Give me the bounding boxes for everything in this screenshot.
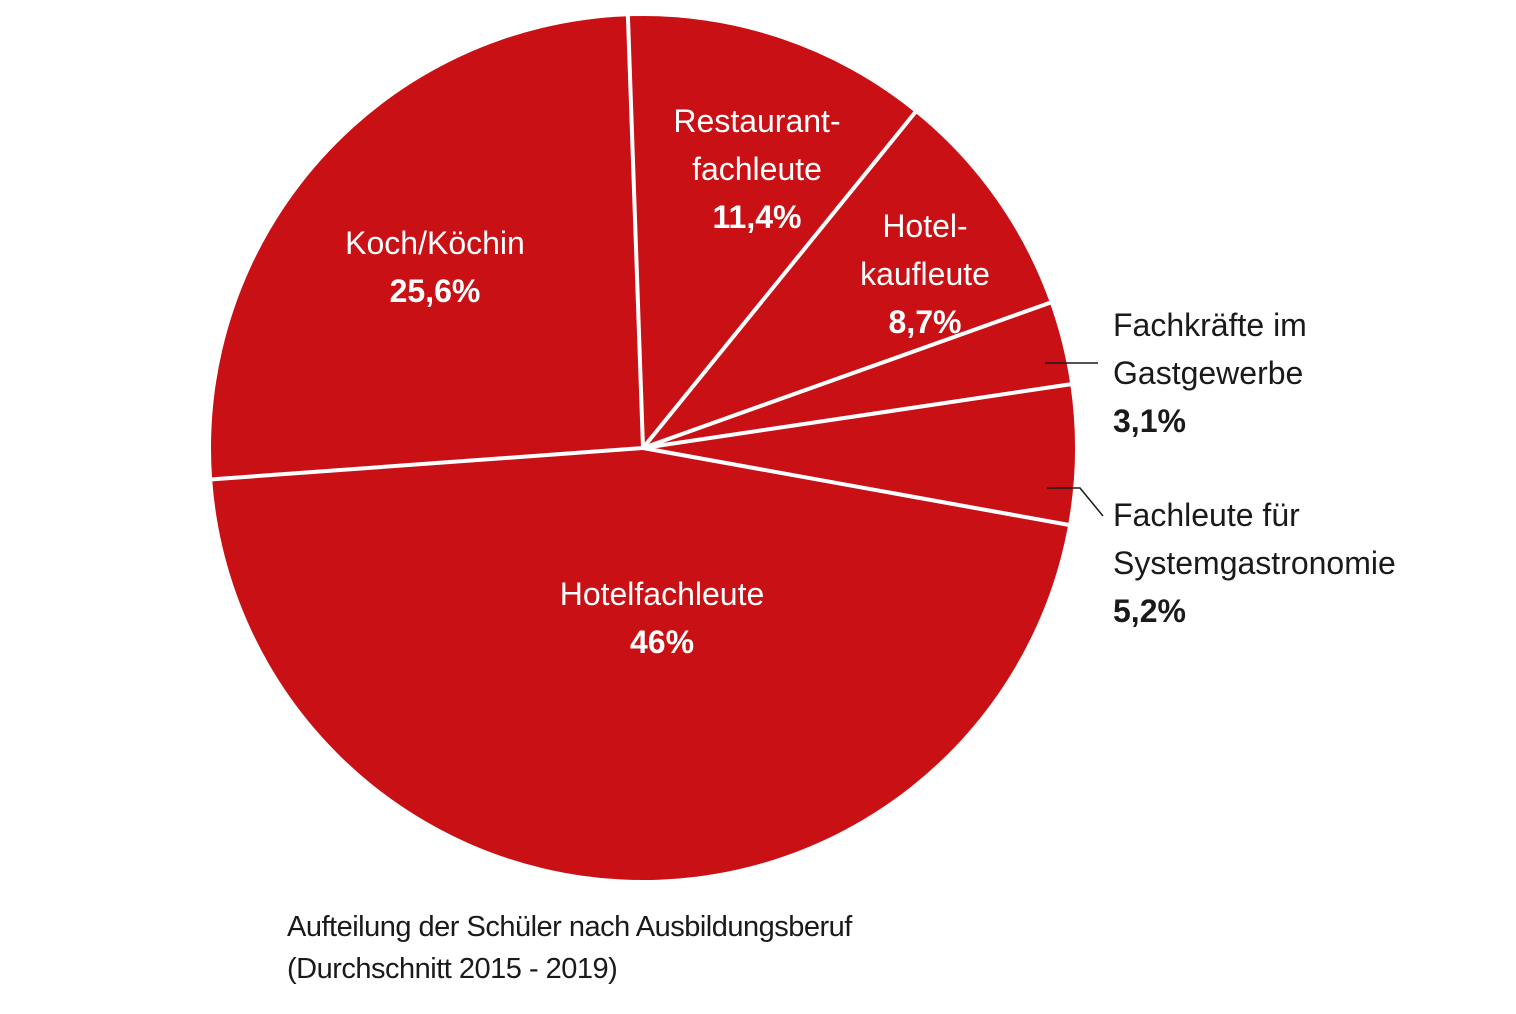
label-hotelfachleute: Hotelfachleute 46% bbox=[560, 576, 765, 660]
pie-chart: Restaurant-fachleute 11,4% Hotel-kaufleute… bbox=[209, 14, 1396, 880]
slice-name-line: Systemgastronomie bbox=[1113, 545, 1396, 581]
pie-slice-fachleute-für-systemgastronomie bbox=[643, 384, 1076, 525]
label-koch-köchin: Koch/Köchin 25,6% bbox=[345, 225, 525, 309]
slice-name-line: Fachleute für bbox=[1113, 497, 1300, 533]
slice-separator bbox=[642, 300, 1053, 450]
chart-caption: Aufteilung der Schüler nach Ausbildungsb… bbox=[287, 906, 852, 990]
slice-name-line: Restaurant- bbox=[673, 103, 840, 139]
leader-line bbox=[1047, 487, 1104, 517]
slice-separator bbox=[209, 446, 644, 482]
pie-slice-koch-köchin bbox=[211, 16, 644, 480]
slice-separator bbox=[641, 109, 918, 450]
slice-value-label: 46% bbox=[630, 624, 694, 660]
slice-value-label: 8,7% bbox=[889, 304, 962, 340]
pie-slice-restaurant-fachleute bbox=[627, 15, 916, 448]
caption-line-2: (Durchschnitt 2015 - 2019) bbox=[287, 953, 618, 985]
slice-name-line: kaufleute bbox=[860, 256, 990, 292]
slice-value-label: 11,4% bbox=[713, 199, 802, 235]
slice-separator bbox=[642, 446, 1071, 528]
slice-separator bbox=[625, 14, 645, 449]
label-hotel-kaufleute: Hotel-kaufleute 8,7% bbox=[860, 208, 990, 340]
pie-slice-hotelfachleute bbox=[212, 448, 1069, 880]
slice-value-label: 5,2% bbox=[1113, 593, 1186, 629]
slice-value-label: 25,6% bbox=[390, 273, 481, 309]
slice-name-line: fachleute bbox=[692, 151, 822, 187]
label-fachkräfte-im-gastgewerbe: Fachkräfte im Gastgewerbe 3,1% bbox=[1113, 307, 1307, 439]
slice-name-line: Fachkräfte im bbox=[1113, 307, 1307, 343]
slice-name-line: Hotelfachleute bbox=[560, 576, 765, 612]
slice-separator bbox=[642, 382, 1073, 450]
slice-name-line: Gastgewerbe bbox=[1113, 355, 1303, 391]
pie-slice-hotel-kaufleute bbox=[643, 112, 1050, 448]
slice-value-label: 3,1% bbox=[1113, 403, 1186, 439]
slice-name-line: Koch/Köchin bbox=[345, 225, 525, 261]
label-fachleute-für-systemgastronomie: Fachleute für Systemgastronomie 5,2% bbox=[1113, 497, 1396, 629]
slice-name-line: Hotel- bbox=[882, 208, 967, 244]
label-restaurant-fachleute: Restaurant-fachleute 11,4% bbox=[673, 103, 840, 235]
caption-line-1: Aufteilung der Schüler nach Ausbildungsb… bbox=[287, 911, 852, 943]
